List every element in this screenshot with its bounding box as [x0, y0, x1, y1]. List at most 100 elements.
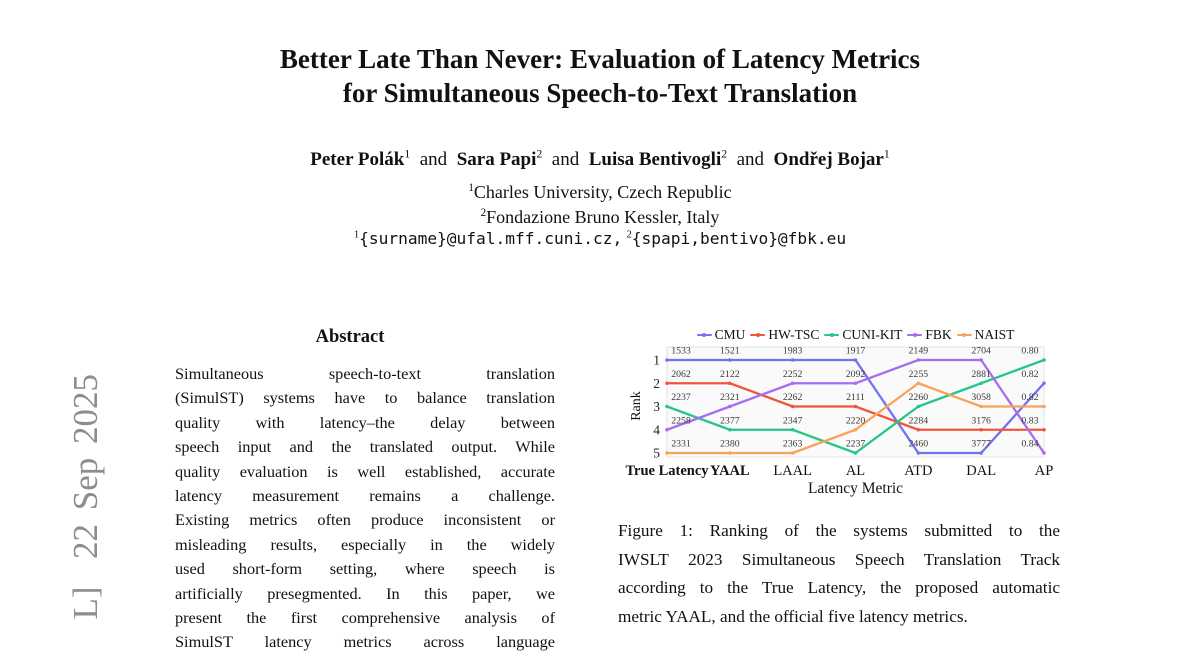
value-label-cmu-6: 3777 [971, 439, 991, 450]
value-label-fbk-5: 2149 [909, 346, 929, 357]
abstract-line-11: present the first comprehensive analysis… [175, 608, 555, 628]
value-label-naist-4: 2220 [846, 415, 866, 426]
value-label-naist-6: 3058 [971, 392, 991, 403]
chart-legend: CMU HW-TSC CUNI-KIT FBK NAIST [667, 327, 1044, 343]
series-marker-fbk [979, 358, 983, 362]
legend-label: HW-TSC [768, 327, 820, 342]
series-marker-hw-tsc [1042, 427, 1046, 432]
value-label-fbk-7: 0.84 [1021, 439, 1038, 450]
arxiv-watermark: L] 22 Sep 2025 [26, 374, 106, 647]
series-marker-cuni-kit [790, 427, 795, 432]
series-marker-cmu [1042, 381, 1046, 386]
xtick-al: AL [846, 463, 865, 479]
value-label-naist-3: 2363 [783, 439, 803, 450]
series-marker-cmu [916, 451, 921, 455]
ytick-4: 4 [653, 422, 660, 437]
email-line: 1{surname}@ufal.mff.cuni.cz, 2{spapi,ben… [353, 229, 847, 248]
author-separator: and [410, 149, 457, 170]
legend-label: CUNI-KIT [842, 327, 903, 342]
value-label-fbk-4: 2092 [846, 369, 866, 380]
caption-line-3: according to the True Latency, the propo… [618, 578, 1060, 598]
author-separator: and [542, 149, 589, 170]
xtick-ap: AP [1035, 463, 1054, 479]
series-marker-hw-tsc [665, 381, 669, 386]
affiliation-2: 2Fondazione Bruno Kessler, Italy [480, 206, 720, 227]
email-1: {surname}@ufal.mff.cuni.cz, [359, 229, 623, 248]
author-4: Ondřej Bojar1 [773, 147, 890, 170]
legend-marker-icon [829, 332, 835, 338]
legend-item-naist: NAIST [956, 327, 1015, 343]
value-label-hw-tsc-2: 2122 [720, 369, 740, 380]
xtick-atd: ATD [904, 463, 932, 479]
legend-line-icon [750, 332, 766, 338]
series-marker-fbk [665, 427, 669, 432]
legend-marker-icon [755, 332, 761, 338]
author-2: Sara Papi2 [456, 147, 543, 170]
affiliations: 1Charles University, Czech Republic 2Fond… [0, 180, 1200, 229]
legend-marker-icon [702, 332, 707, 338]
caption-line-4: metric YAAL, and the official five laten… [618, 606, 968, 626]
series-marker-hw-tsc [853, 404, 858, 409]
author-3: Luisa Bentivogli2 [588, 147, 728, 170]
series-marker-naist [916, 381, 921, 386]
abstract-body: Simultaneous speech-to-text translation (… [175, 362, 555, 655]
value-label-hw-tsc-5: 2284 [909, 415, 929, 426]
value-label-hw-tsc-6: 3176 [971, 415, 991, 426]
series-marker-cuni-kit [728, 427, 732, 432]
abstract-line-6: latency measurement remains a challenge. [175, 486, 555, 506]
series-marker-cmu [665, 358, 669, 362]
series-marker-hw-tsc [728, 381, 732, 386]
value-label-fbk-2: 2321 [720, 392, 740, 403]
value-label-naist-5: 2255 [909, 369, 929, 380]
legend-label: CMU [714, 327, 746, 342]
series-marker-fbk [728, 404, 732, 409]
abstract-line-7: Existing metrics often produce inconsist… [175, 510, 555, 530]
abstract-line-10: artificially presegmented. In this paper… [175, 583, 555, 603]
abstract-line-1: Simultaneous speech-to-text translation [175, 364, 555, 383]
series-marker-cuni-kit [665, 404, 669, 409]
x-axis-label: Latency Metric [808, 480, 903, 497]
abstract-heading: Abstract [315, 327, 385, 347]
legend-line-icon [907, 332, 923, 338]
title-line-2: for Simultaneous Speech-to-Text Translat… [342, 78, 858, 108]
value-label-fbk-3: 2252 [783, 369, 803, 380]
legend-line-icon [824, 332, 840, 338]
y-axis-label: Rank [629, 391, 644, 421]
plot-area [666, 346, 1045, 458]
value-label-naist-1: 2331 [671, 439, 691, 450]
caption-line-2: IWSLT 2023 Simultaneous Speech Translati… [618, 549, 1060, 569]
series-marker-naist [728, 451, 732, 455]
value-label-cuni-kit-7: 0.80 [1021, 346, 1038, 357]
ranking-bump-chart: 1533 1521 1983 1917 2460 3777 0.82 2062 2122 2262… [625, 346, 1054, 498]
abstract-line-2: (SimulST) systems have to balance transl… [175, 388, 555, 408]
legend-label: NAIST [974, 327, 1015, 342]
author-line: Peter Polák1 and Sara Papi2 and Luisa Be… [0, 147, 1200, 171]
value-label-cmu-1: 1533 [671, 346, 691, 357]
xtick-true-latency: True Latency [625, 463, 709, 479]
figure-caption: Figure 1: Ranking of the systems submitt… [618, 517, 1060, 631]
series-marker-fbk [1042, 451, 1046, 455]
value-label-cuni-kit-3: 2347 [783, 415, 803, 426]
value-label-hw-tsc-1: 2062 [671, 369, 691, 380]
abstract-line-12: SimulST latency metrics across language [175, 632, 555, 652]
xtick-yaal: YAAL [710, 463, 750, 479]
legend-item-fbk: FBK [907, 327, 952, 343]
series-marker-naist [979, 404, 983, 409]
legend-marker-icon [962, 332, 967, 338]
series-marker-cuni-kit [853, 451, 858, 455]
value-label-hw-tsc-4: 2111 [846, 392, 865, 403]
arxiv-watermark-text: L] 22 Sep 2025 [66, 373, 105, 620]
abstract-line-3: quality with latency–the delay between [175, 412, 555, 432]
legend-line-icon [956, 332, 972, 338]
ytick-2: 2 [653, 376, 660, 391]
value-label-cmu-5: 2460 [909, 439, 929, 450]
abstract-line-5: quality evaluation is well established, … [175, 461, 555, 481]
value-label-cmu-3: 1983 [783, 346, 803, 357]
legend-item-cmu: CMU [696, 327, 746, 343]
value-label-cuni-kit-1: 2237 [671, 392, 691, 403]
series-marker-cmu [979, 451, 983, 455]
series-marker-cuni-kit [916, 404, 921, 409]
value-label-cuni-kit-6: 2881 [971, 369, 991, 380]
series-marker-cuni-kit [979, 381, 983, 386]
